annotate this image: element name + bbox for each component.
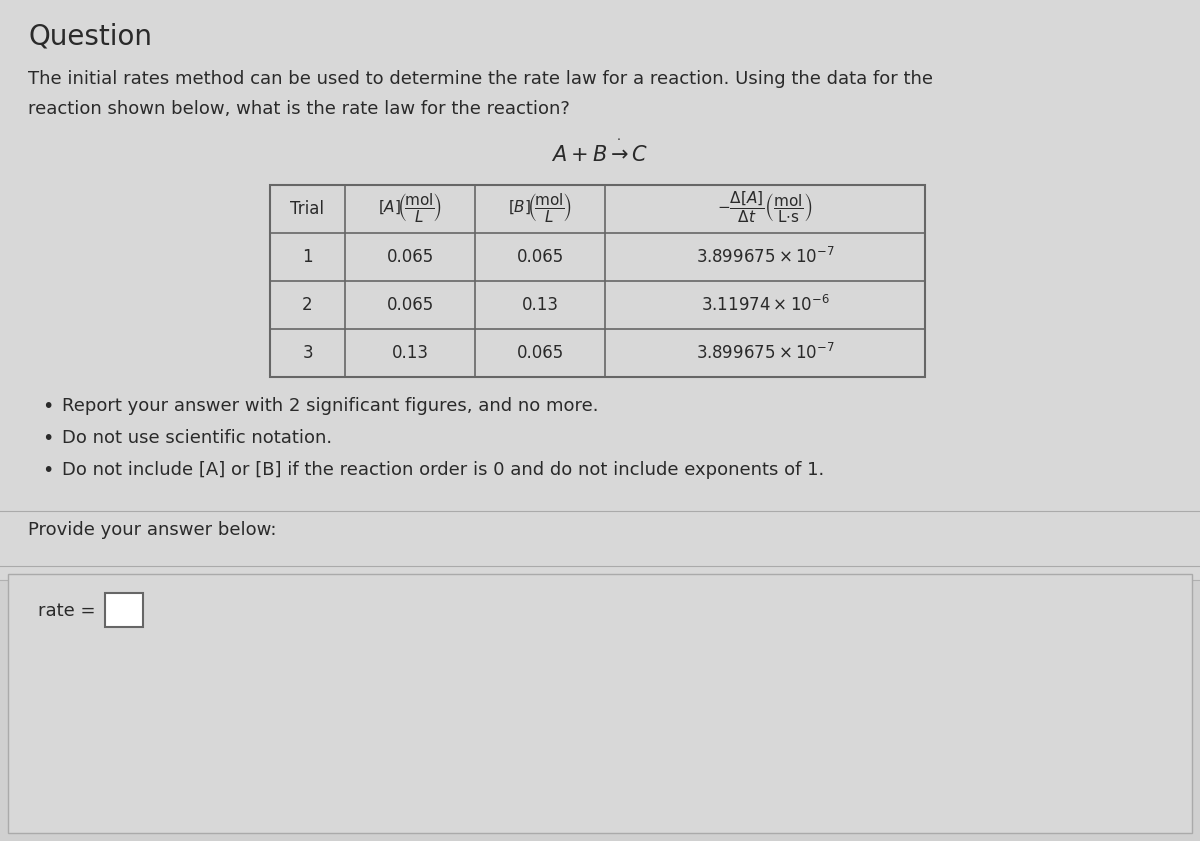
Text: 2: 2 (302, 296, 313, 314)
Text: 0.065: 0.065 (386, 296, 433, 314)
Text: $-\dfrac{\Delta[A]}{\Delta t}\left(\dfrac{\mathrm{mol}}{\mathrm{L{\cdot}s}}\righ: $-\dfrac{\Delta[A]}{\Delta t}\left(\dfra… (718, 189, 812, 225)
Text: $3.899675\times 10^{-7}$: $3.899675\times 10^{-7}$ (696, 247, 834, 267)
Bar (270, 185, 925, 377)
Text: 0.13: 0.13 (391, 344, 428, 362)
Text: reaction shown below, what is the rate law for the reaction?: reaction shown below, what is the rate l… (28, 100, 570, 118)
Text: $A + B \rightarrow C$: $A + B \rightarrow C$ (551, 145, 649, 165)
Text: $\cdot$: $\cdot$ (616, 132, 620, 145)
Text: •: • (42, 397, 53, 416)
Text: $[B]\!\left(\!\dfrac{\mathrm{mol}}{L}\!\right)$: $[B]\!\left(\!\dfrac{\mathrm{mol}}{L}\!\… (509, 191, 571, 224)
Text: Provide your answer below:: Provide your answer below: (28, 521, 276, 539)
Text: $3.11974\times 10^{-6}$: $3.11974\times 10^{-6}$ (701, 295, 829, 315)
Text: $3.899675\times 10^{-7}$: $3.899675\times 10^{-7}$ (696, 343, 834, 363)
Text: Do not include [A] or [B] if the reaction order is 0 and do not include exponent: Do not include [A] or [B] if the reactio… (62, 461, 824, 479)
Text: Question: Question (28, 22, 152, 50)
Text: Do not use scientific notation.: Do not use scientific notation. (62, 429, 332, 447)
Text: •: • (42, 461, 53, 480)
Bar (0, 0, 1200, 580)
Bar (8, 574, 1192, 833)
Text: rate =: rate = (38, 602, 96, 620)
Text: 3: 3 (302, 344, 313, 362)
Text: The initial rates method can be used to determine the rate law for a reaction. U: The initial rates method can be used to … (28, 70, 934, 88)
Text: 0.065: 0.065 (516, 248, 564, 266)
Text: 0.065: 0.065 (516, 344, 564, 362)
Text: •: • (42, 429, 53, 448)
Text: Trial: Trial (290, 200, 324, 218)
Text: Report your answer with 2 significant figures, and no more.: Report your answer with 2 significant fi… (62, 397, 599, 415)
Text: 1: 1 (302, 248, 313, 266)
Text: $[A]\!\left(\!\dfrac{\mathrm{mol}}{L}\!\right)$: $[A]\!\left(\!\dfrac{\mathrm{mol}}{L}\!\… (378, 191, 442, 224)
Text: 0.065: 0.065 (386, 248, 433, 266)
Bar (0, 580, 1200, 841)
Text: 0.13: 0.13 (522, 296, 558, 314)
Bar (106, 593, 143, 627)
